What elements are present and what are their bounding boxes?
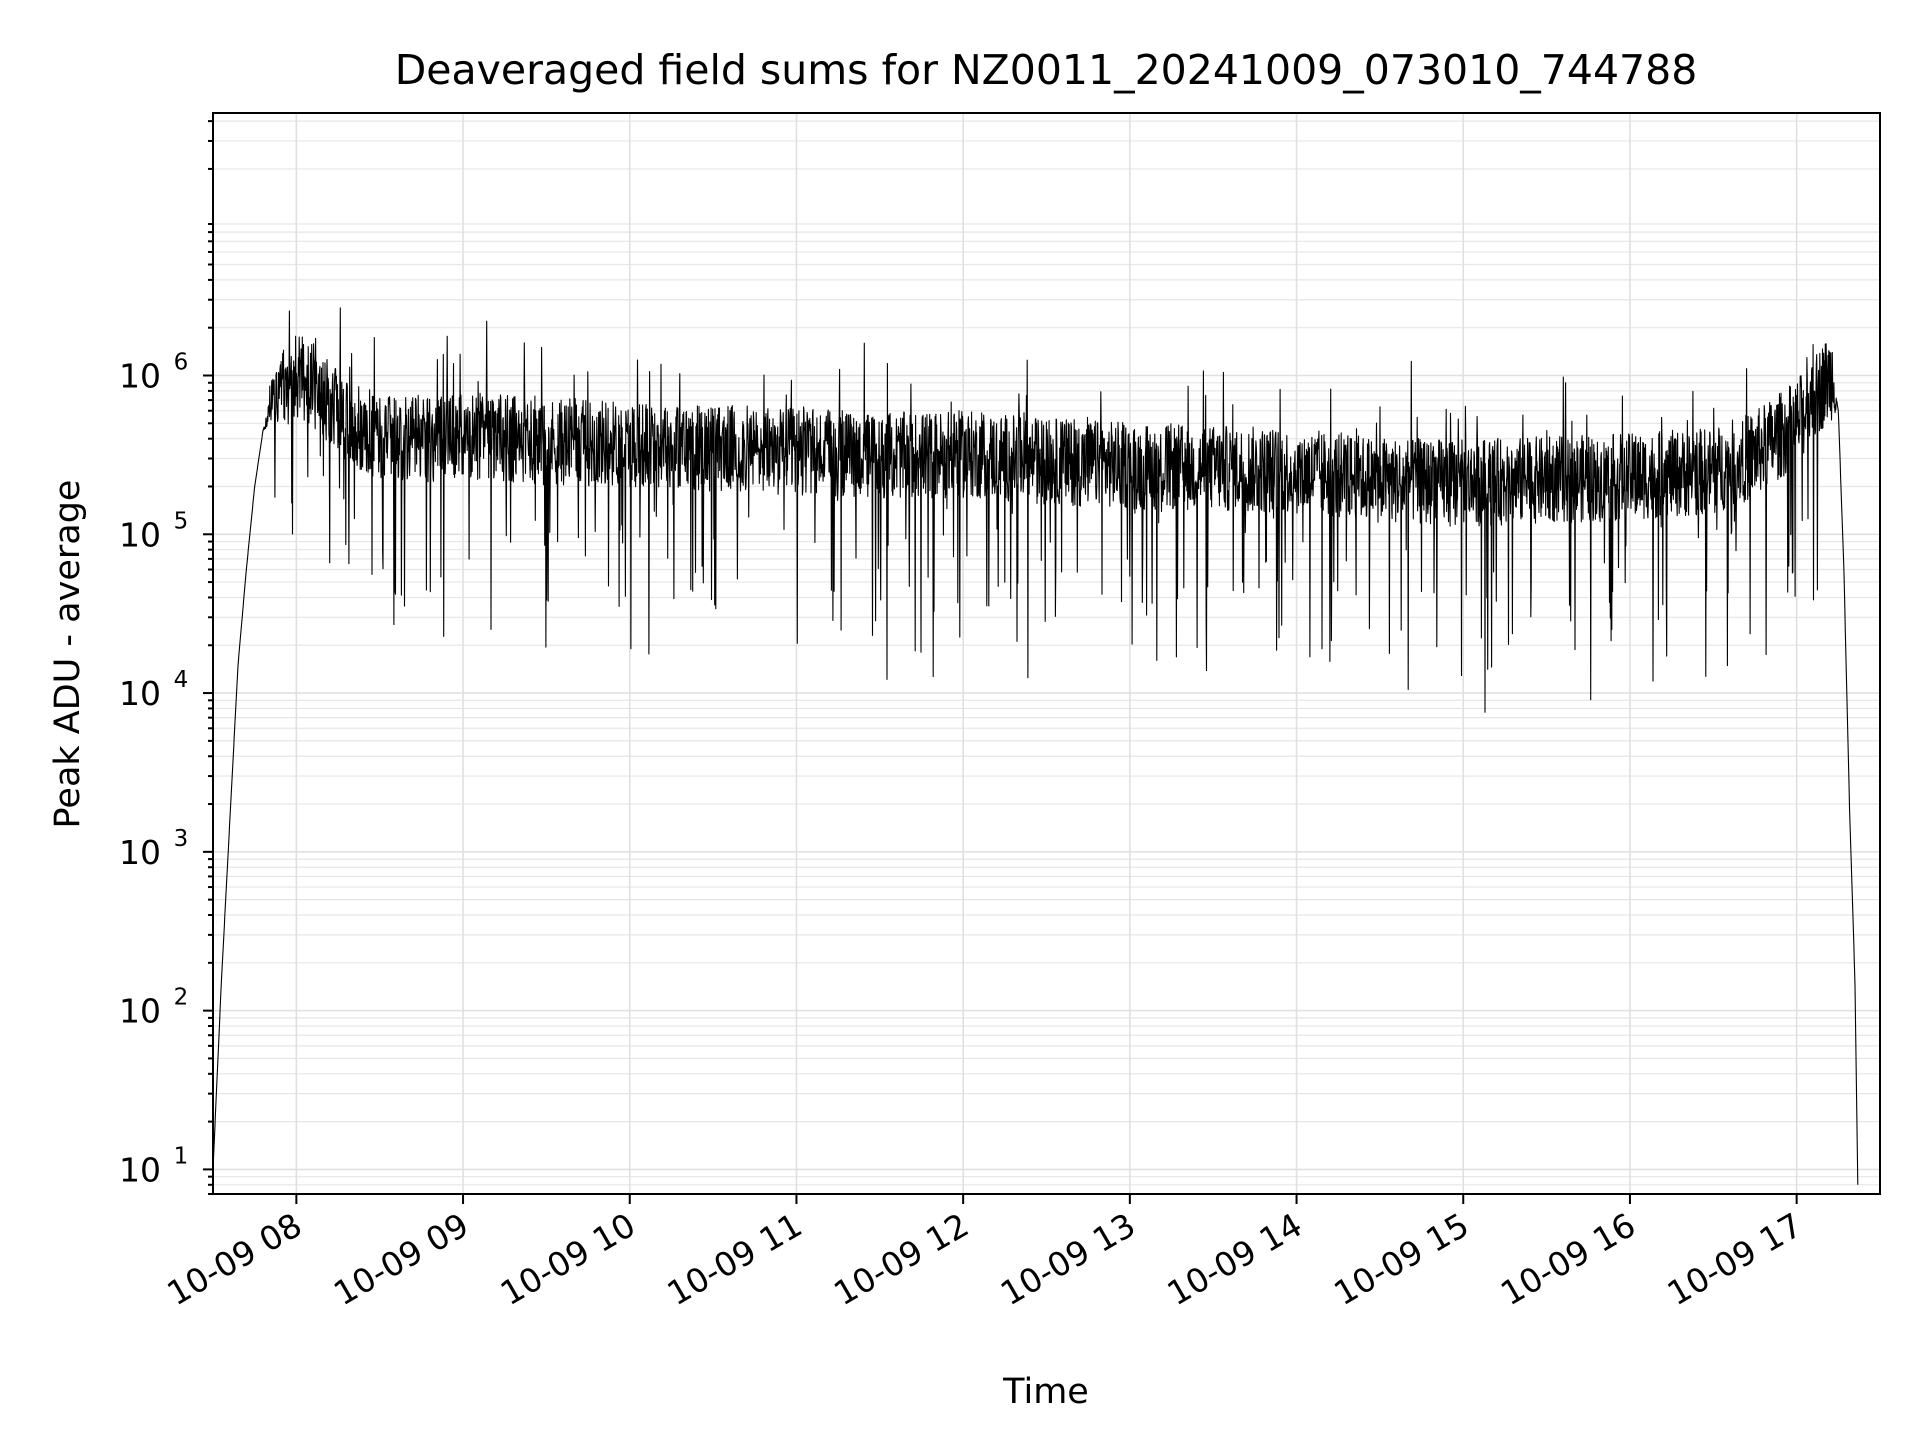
y-tick-label: 10 (119, 833, 161, 872)
x-tick-label: 10-09 16 (1494, 1205, 1642, 1313)
y-tick-exponent: 5 (174, 508, 189, 534)
series-line (213, 308, 1858, 1185)
x-axis-label: Time (1002, 1372, 1089, 1412)
y-tick-exponent: 1 (174, 1143, 189, 1169)
y-tick-exponent: 6 (174, 349, 189, 375)
x-axis: 10-09 08 10-09 09 10-09 10 10-09 11 10-09 12… (160, 1194, 1808, 1313)
x-tick-label: 10-09 10 (494, 1205, 642, 1313)
y-axis-label: Peak ADU - average (48, 480, 88, 829)
x-tick-label: 10-09 09 (327, 1205, 475, 1313)
x-tick-label: 10-09 12 (827, 1205, 975, 1313)
y-tick-label: 10 (119, 356, 161, 395)
chart: 10-09 08 10-09 09 10-09 10 10-09 11 10-09 12… (0, 0, 1920, 1440)
y-axis: 10 1 10 2 10 3 10 4 10 5 10 6 (119, 121, 213, 1194)
x-tick-label: 10-09 14 (1161, 1205, 1309, 1313)
y-tick-exponent: 2 (174, 985, 189, 1011)
y-tick-label: 10 (119, 1150, 161, 1189)
y-tick-exponent: 4 (174, 667, 189, 693)
chart-title: Deaveraged field sums for NZ0011_2024100… (395, 46, 1698, 94)
x-tick-label: 10-09 15 (1327, 1205, 1475, 1313)
grid (213, 113, 1880, 1194)
y-tick-exponent: 3 (174, 826, 189, 852)
y-tick-label: 10 (119, 992, 161, 1031)
x-tick-label: 10-09 08 (160, 1205, 308, 1313)
y-tick-label: 10 (119, 515, 161, 554)
x-tick-label: 10-09 13 (994, 1205, 1142, 1313)
y-tick-label: 10 (119, 674, 161, 713)
x-tick-label: 10-09 17 (1661, 1205, 1809, 1313)
x-tick-label: 10-09 11 (660, 1205, 808, 1313)
series-layer (213, 308, 1858, 1185)
